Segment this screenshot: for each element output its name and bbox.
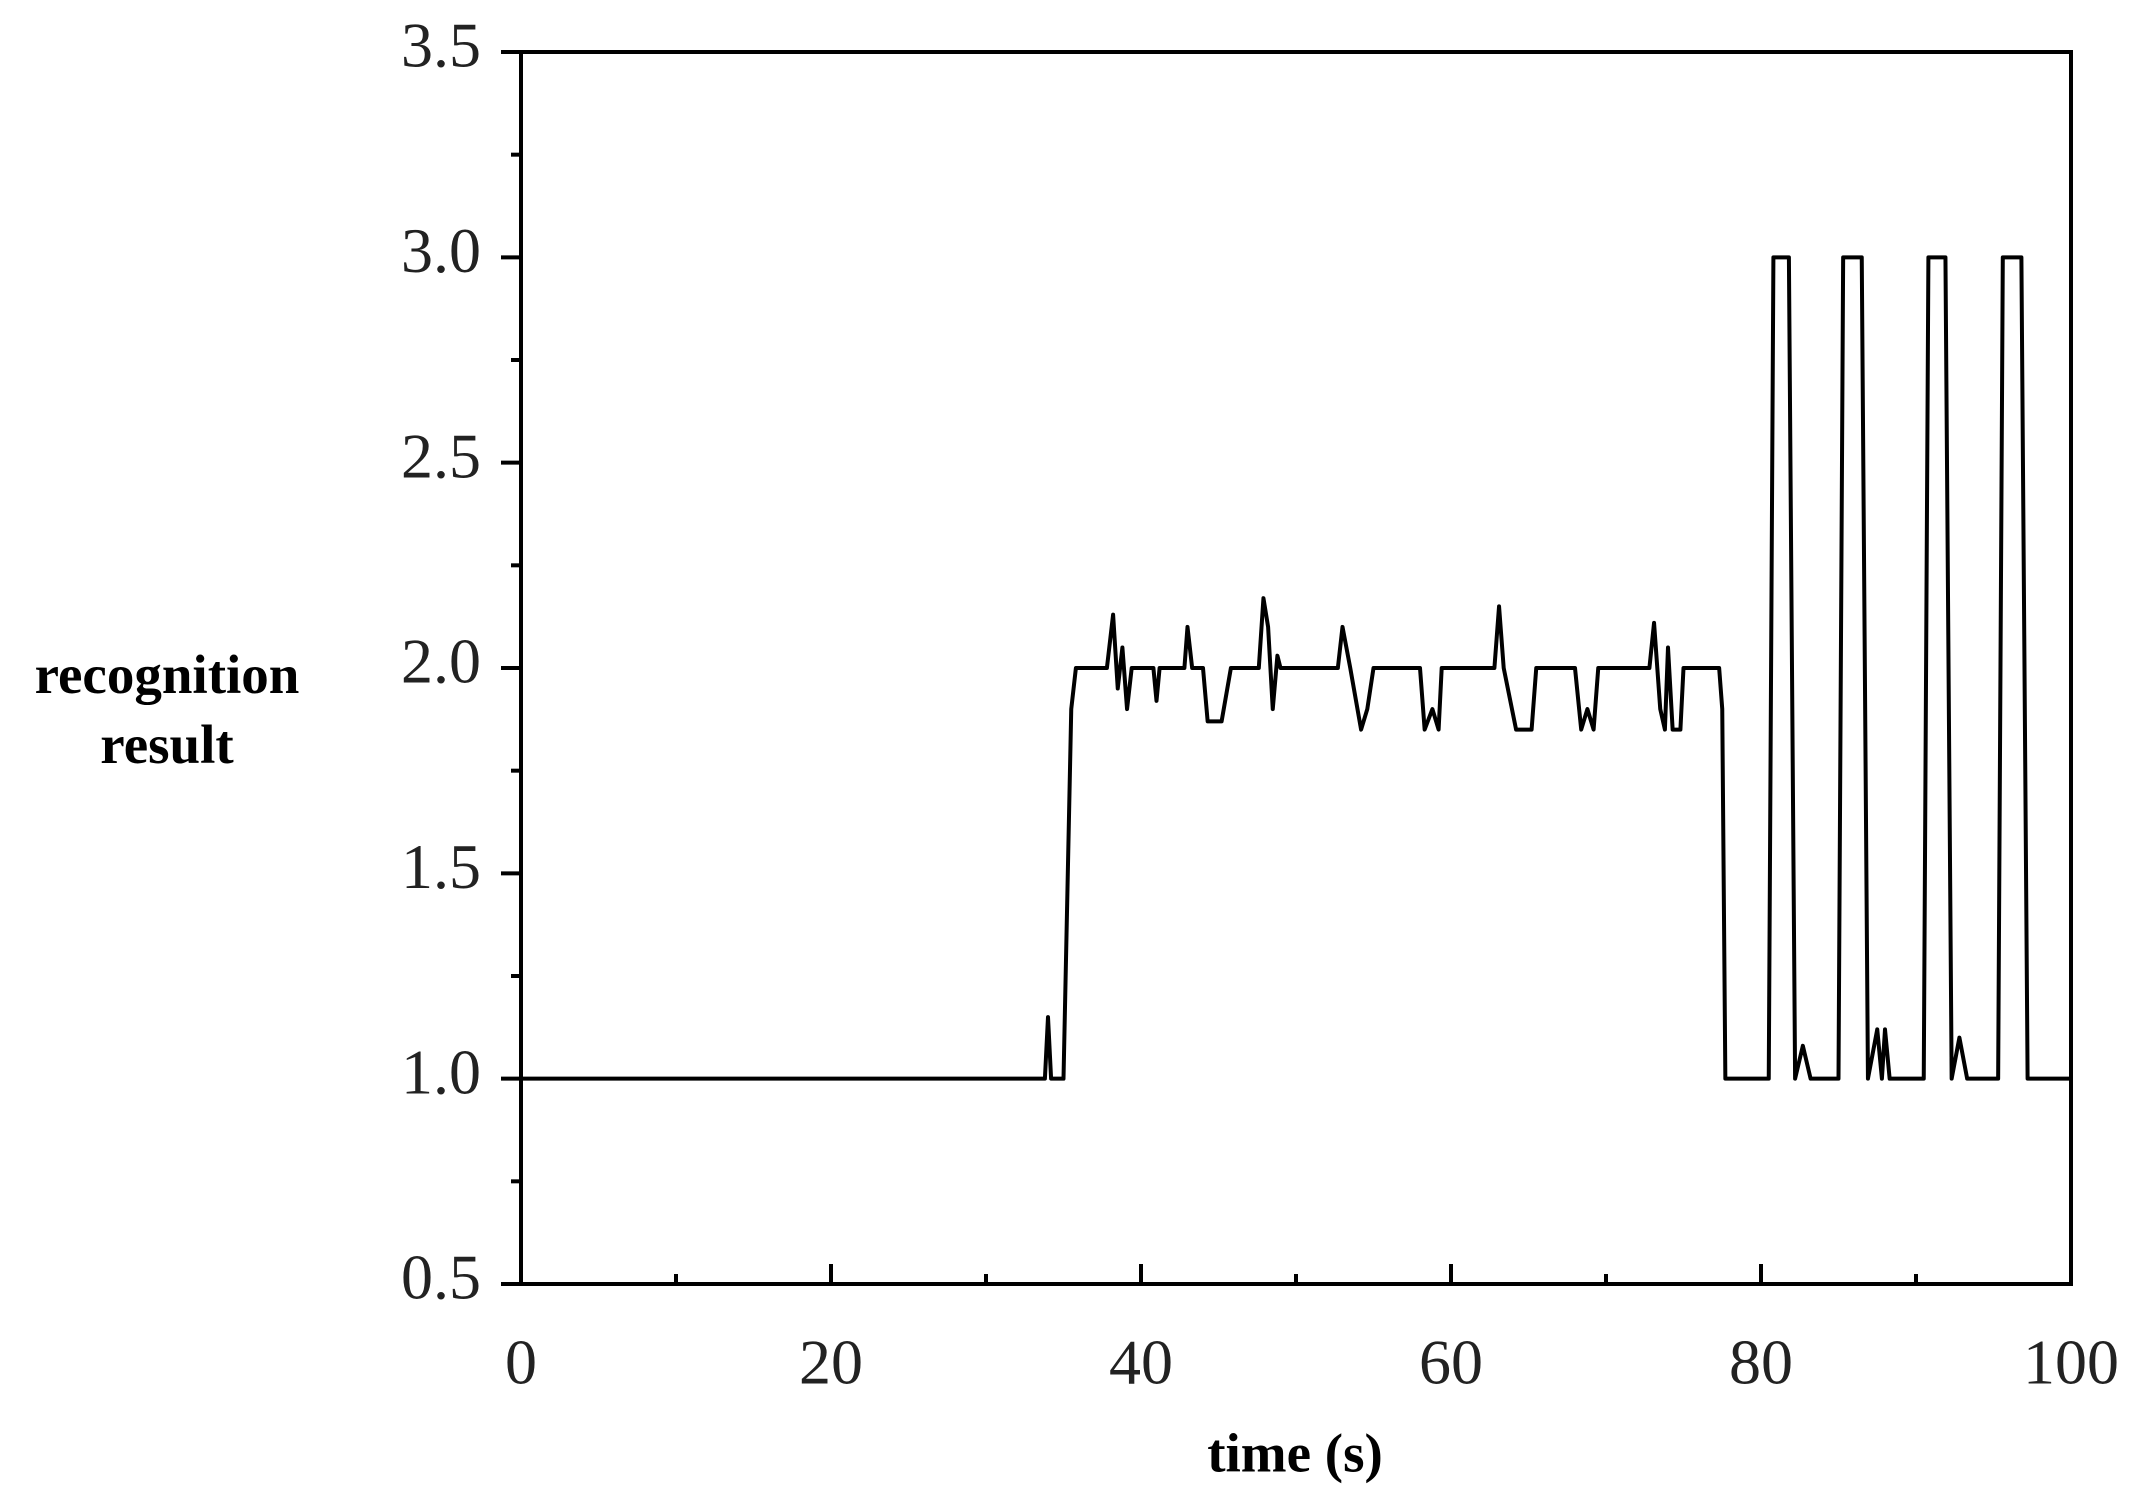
y-tick-label: 3.5 [401, 10, 481, 81]
y-tick-label: 0.5 [401, 1242, 481, 1313]
x-tick-label: 100 [2023, 1327, 2119, 1398]
x-tick-label: 0 [505, 1327, 537, 1398]
data-line [521, 255, 2071, 1081]
y-tick-label: 1.5 [401, 831, 481, 902]
x-tick-label: 40 [1109, 1327, 1173, 1398]
y-tick-label: 2.5 [401, 420, 481, 491]
y-tick-label: 2.0 [401, 626, 481, 697]
x-tick-label: 60 [1419, 1327, 1483, 1398]
y-tick-label: 3.0 [401, 215, 481, 286]
x-tick-label: 80 [1729, 1327, 1793, 1398]
x-tick-label: 20 [799, 1327, 863, 1398]
x-axis-label: time (s) [1207, 1423, 1383, 1484]
y-tick-label: 1.0 [401, 1036, 481, 1107]
y-axis-label: recognition result [34, 644, 300, 775]
